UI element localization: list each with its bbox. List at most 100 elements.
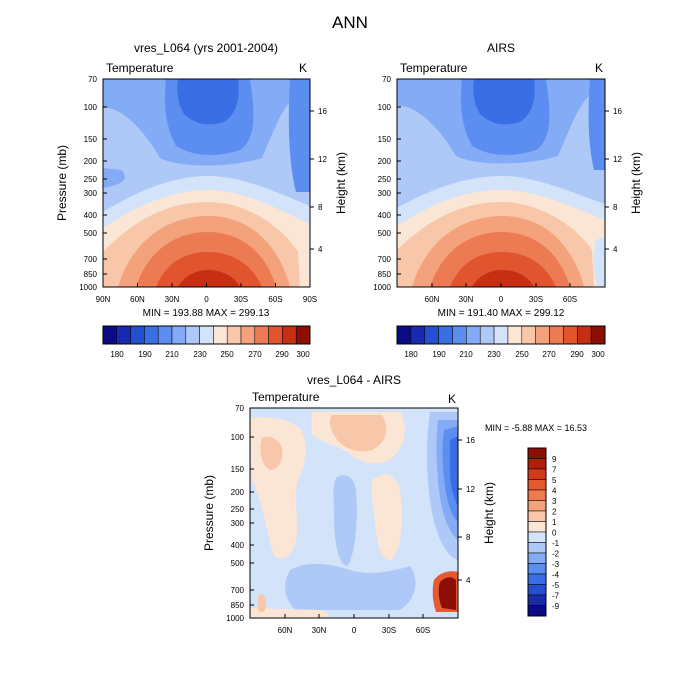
- tick-label: 250: [84, 175, 98, 184]
- tick-label: 700: [231, 586, 245, 595]
- colorbar-swatch: [527, 458, 547, 470]
- colorbar-swatch: [199, 325, 214, 345]
- x-axis: 90N 60N 30N 0 30S 60S 90S: [96, 283, 317, 304]
- colorbar-swatch: [577, 325, 592, 345]
- tick-label: 500: [84, 229, 98, 238]
- y2-axis-title: Height (km): [482, 482, 496, 544]
- contour-field: [103, 79, 310, 287]
- tick-label: 150: [84, 135, 98, 144]
- tick-label: 400: [84, 211, 98, 220]
- stats-label: MIN = 193.88 MAX = 299.13: [143, 308, 270, 319]
- colorbar-swatch: [130, 325, 145, 345]
- units-label: K: [299, 61, 307, 75]
- colorbar-swatch: [549, 325, 564, 345]
- tick-label: 30N: [312, 626, 327, 635]
- tick-label: 850: [84, 270, 98, 279]
- tick-label: 60S: [268, 295, 282, 304]
- colorbar-swatch: [226, 325, 242, 345]
- tick-label: 0: [352, 626, 357, 635]
- contour-band-surface-0-to-1: [250, 608, 328, 618]
- contour-field: [250, 408, 458, 618]
- colorbar-swatch: [527, 563, 547, 575]
- tick-label: 60N: [130, 295, 145, 304]
- colorbar-label: 210: [459, 350, 473, 359]
- colorbar-swatch: [452, 325, 467, 345]
- tick-label: 850: [231, 601, 245, 610]
- colorbar-label: 2: [552, 508, 557, 517]
- contour-band-cold-core: [177, 79, 239, 125]
- y-axis-title: Pressure (mb): [55, 145, 69, 221]
- y-axis-title: Pressure (mb): [202, 475, 216, 551]
- colorbar-swatch: [527, 594, 547, 606]
- tick-label: 1000: [226, 614, 244, 623]
- y2-axis-title: Height (km): [334, 152, 348, 214]
- tick-label: 4: [613, 245, 618, 254]
- tick-label: 400: [231, 541, 245, 550]
- stats-label: MIN = -5.88 MAX = 16.53: [485, 423, 587, 433]
- colorbar-label: 7: [552, 466, 557, 475]
- contour-band-polar-upper: [588, 79, 605, 170]
- tick-label: 1000: [79, 283, 97, 292]
- contour-band-cold-core: [473, 79, 535, 125]
- figure-title: ANN: [332, 13, 368, 32]
- colorbar-swatch: [527, 510, 547, 522]
- colorbar-swatch: [507, 325, 523, 345]
- tick-label: 60N: [425, 295, 440, 304]
- colorbar-swatch: [466, 325, 481, 345]
- contour-band-polar-upper: [288, 79, 310, 192]
- colorbar-swatch: [479, 325, 495, 345]
- y2-axis-title: Height (km): [629, 152, 643, 214]
- colorbar-swatch: [268, 325, 283, 345]
- colorbar-label: 270: [542, 350, 556, 359]
- contour-band-surface-positive-max: [438, 577, 456, 610]
- colorbar-label: 190: [432, 350, 446, 359]
- tick-label: 300: [231, 519, 245, 528]
- colorbar-swatch: [527, 584, 547, 596]
- tick-label: 100: [378, 103, 392, 112]
- tick-label: 16: [466, 436, 475, 445]
- colorbar-label: 290: [570, 350, 584, 359]
- colorbar-swatch: [527, 479, 547, 491]
- colorbar-label: 270: [248, 350, 262, 359]
- contour-band-polar-lower: [103, 168, 125, 188]
- tick-label: 30S: [234, 295, 248, 304]
- tick-label: 60S: [563, 295, 577, 304]
- stats-label: MIN = 191.40 MAX = 299.12: [438, 308, 565, 319]
- tick-label: 300: [378, 189, 392, 198]
- contour-band-antarctic-surface: [593, 236, 605, 287]
- colorbar-label: -3: [552, 560, 560, 569]
- tick-label: 16: [613, 107, 622, 116]
- tick-label: 8: [613, 203, 618, 212]
- contour-band-295: [472, 270, 534, 287]
- colorbar-label: 5: [552, 476, 557, 485]
- colorbar-label: 4: [552, 487, 557, 496]
- colorbar-label: 9: [552, 455, 557, 464]
- colorbar-label: 0: [552, 529, 557, 538]
- contour-band-290: [156, 252, 262, 287]
- colorbar-swatch: [102, 325, 118, 345]
- colorbar-swatch: [240, 325, 256, 345]
- colorbar-swatch: [527, 447, 547, 459]
- colorbar-label: 190: [138, 350, 152, 359]
- colorbar-swatch: [527, 521, 547, 533]
- panel-difference: vres_L064 - AIRS Temperature K 70 100 15: [202, 373, 587, 635]
- tick-label: 70: [235, 404, 244, 413]
- colorbar-swatch: [527, 605, 547, 617]
- tick-label: 250: [231, 505, 245, 514]
- colorbar-label: 250: [515, 350, 529, 359]
- tick-label: 500: [231, 559, 245, 568]
- contour-field: [397, 79, 605, 287]
- colorbar-swatch: [563, 325, 578, 345]
- contour-band-surface-warm: [258, 594, 266, 612]
- tick-label: 30N: [459, 295, 474, 304]
- colorbar-label: 180: [110, 350, 124, 359]
- y-axis-right: 16 12 8 4 Height (km): [458, 436, 496, 585]
- colorbar-swatch: [144, 325, 159, 345]
- colorbar-swatch: [410, 325, 425, 345]
- units-label: K: [595, 61, 603, 75]
- colorbar-label: 210: [165, 350, 179, 359]
- panel-airs: AIRS Temperature K 70 100 150 200 250 30…: [373, 41, 643, 359]
- colorbar-frame: [102, 325, 311, 345]
- variable-label: Temperature: [252, 390, 320, 404]
